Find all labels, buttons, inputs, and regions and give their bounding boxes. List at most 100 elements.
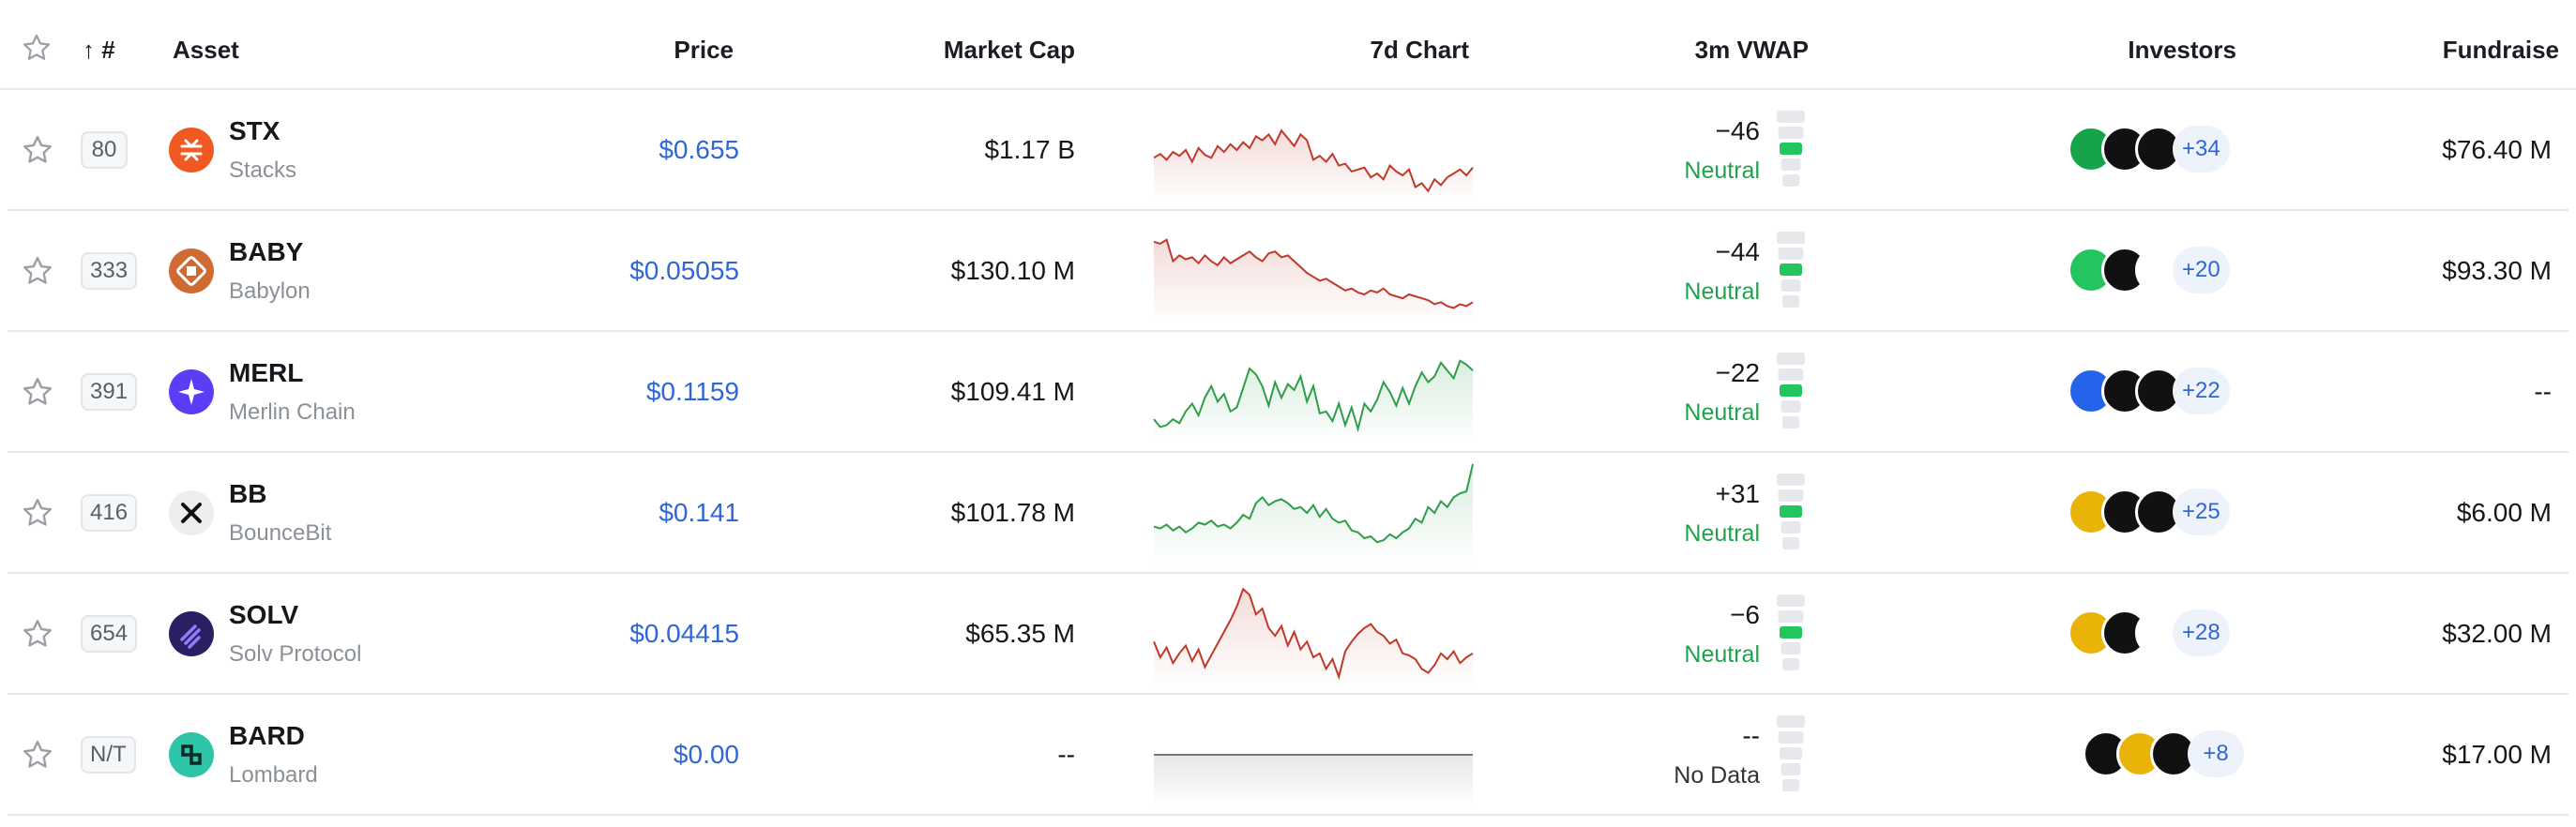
sparkline-line xyxy=(1153,463,1474,544)
table-row[interactable]: 391 MERL Merlin Chain $0.1159 $109.41 M −22 Ne… xyxy=(8,332,2568,453)
vwap-level-bar xyxy=(1780,626,1802,639)
rank-badge: 391 xyxy=(81,373,138,411)
vwap-level-bar xyxy=(1782,658,1799,670)
vwap-header[interactable]: 3m VWAP xyxy=(1694,36,1809,64)
fundraise-value: $17.00 M xyxy=(2442,740,2552,769)
price-link[interactable]: $0.05055 xyxy=(629,256,739,285)
asset-symbol[interactable]: BARD xyxy=(229,721,305,750)
asset-name: Solv Protocol xyxy=(229,641,362,667)
vwap-level-bar xyxy=(1782,537,1799,549)
price-link[interactable]: $0.1159 xyxy=(645,377,739,406)
vwap-level-bar xyxy=(1780,158,1801,171)
vwap-status: Neutral xyxy=(1684,399,1760,426)
vwap-value: +31 xyxy=(1715,479,1761,508)
more-investors-badge[interactable]: +22 xyxy=(2173,368,2230,414)
asset-symbol[interactable]: MERL xyxy=(229,358,304,387)
vwap-value: −44 xyxy=(1715,237,1761,266)
investors-header: Investors xyxy=(2128,36,2236,64)
sparkline-area xyxy=(1154,755,1473,807)
market-cap-value: -- xyxy=(1057,740,1075,769)
vwap-level-bar xyxy=(1777,715,1805,728)
asset-symbol[interactable]: BB xyxy=(229,479,267,508)
rank-badge: 654 xyxy=(81,615,138,653)
vwap-status: Neutral xyxy=(1684,278,1760,305)
asset-symbol[interactable]: BABY xyxy=(229,237,304,266)
price-link[interactable]: $0.141 xyxy=(659,498,739,527)
sparkline-chart xyxy=(1153,128,1474,203)
vwap-level-bar xyxy=(1780,642,1801,654)
favorite-star-icon[interactable] xyxy=(21,133,54,167)
vwap-value: −22 xyxy=(1715,358,1761,387)
vwap-level-bar xyxy=(1778,368,1804,381)
vwap-level-bar xyxy=(1777,353,1805,365)
sparkline-line xyxy=(1153,587,1474,681)
vwap-level-bar xyxy=(1782,779,1799,791)
vwap-level-bar xyxy=(1778,489,1804,502)
vwap-status: Neutral xyxy=(1684,520,1760,547)
sparkline-chart xyxy=(1153,359,1474,444)
asset-name: Babylon xyxy=(229,278,311,304)
vwap-level-bar xyxy=(1778,610,1804,623)
vwap-level-bar xyxy=(1780,747,1802,759)
vwap-value: −46 xyxy=(1715,116,1761,145)
stacks-logo-icon xyxy=(169,128,214,173)
price-header[interactable]: Price xyxy=(674,36,734,64)
vwap-status: Neutral xyxy=(1684,158,1760,184)
price-link[interactable]: $0.04415 xyxy=(629,619,739,648)
vwap-status: Neutral xyxy=(1684,641,1760,668)
sort-rank-header[interactable]: ↑ # xyxy=(83,36,115,64)
table-row[interactable]: N/T BARD Lombard $0.00 -- -- No Data +8 $17.00 M xyxy=(8,695,2568,816)
table-row[interactable]: 654 SOLV Solv Protocol $0.04415 $65.35 M −6 Ne… xyxy=(8,574,2568,695)
fundraise-value: $93.30 M xyxy=(2442,256,2552,285)
asset-header[interactable]: Asset xyxy=(173,36,239,64)
sparkline-chart xyxy=(1153,238,1474,323)
investor-checker-logo-icon[interactable] xyxy=(2135,489,2182,535)
table-row[interactable]: 333 BABY Babylon $0.05055 $130.10 M −44 Neutra… xyxy=(8,211,2568,332)
vwap-level-bar xyxy=(1777,111,1805,123)
sparkline-line xyxy=(1153,359,1474,433)
price-link[interactable]: $0.655 xyxy=(659,135,739,164)
table-row[interactable]: 80 STX Stacks $0.655 $1.17 B −46 Neutral +34 $76… xyxy=(8,90,2568,211)
more-investors-badge[interactable]: +34 xyxy=(2173,126,2230,173)
vwap-level-bar xyxy=(1778,731,1804,744)
vwap-level-bars xyxy=(1777,232,1805,308)
vwap-level-bars xyxy=(1777,715,1805,791)
market-cap-header[interactable]: Market Cap xyxy=(943,36,1075,64)
fundraise-value: $6.00 M xyxy=(2456,498,2552,527)
favorite-star-icon[interactable] xyxy=(21,496,54,530)
rank-badge: 416 xyxy=(81,494,138,532)
bouncebit-logo-icon xyxy=(169,490,214,535)
favorite-star-icon[interactable] xyxy=(21,375,54,409)
favorite-star-icon[interactable] xyxy=(21,254,54,288)
vwap-level-bar xyxy=(1777,232,1805,244)
table-row[interactable]: 416 BB BounceBit $0.141 $101.78 M +31 Neutral +… xyxy=(8,453,2568,574)
header-star-icon[interactable] xyxy=(21,0,53,90)
asset-symbol[interactable]: STX xyxy=(229,116,280,145)
favorite-star-icon[interactable] xyxy=(21,738,54,772)
vwap-level-bar xyxy=(1782,174,1799,187)
more-investors-badge[interactable]: +28 xyxy=(2173,609,2230,656)
vwap-level-bar xyxy=(1780,279,1801,292)
vwap-value: -- xyxy=(1742,721,1760,750)
merlin-logo-icon xyxy=(169,369,214,414)
favorite-star-icon[interactable] xyxy=(21,617,54,651)
vwap-level-bars xyxy=(1777,474,1805,549)
vwap-level-bar xyxy=(1780,263,1802,276)
rank-badge: 333 xyxy=(81,252,138,290)
vwap-level-bar xyxy=(1778,127,1804,139)
more-investors-badge[interactable]: +8 xyxy=(2188,730,2244,777)
more-investors-badge[interactable]: +20 xyxy=(2173,247,2230,293)
asset-name: Lombard xyxy=(229,762,318,788)
vwap-level-bars xyxy=(1777,353,1805,429)
asset-name: Stacks xyxy=(229,158,297,183)
rank-badge: 80 xyxy=(81,131,128,169)
more-investors-badge[interactable]: +25 xyxy=(2173,489,2230,535)
sparkline-area xyxy=(1154,360,1473,444)
asset-name: Merlin Chain xyxy=(229,399,356,425)
price-link[interactable]: $0.00 xyxy=(673,740,739,769)
lombard-logo-icon xyxy=(169,732,214,777)
vwap-level-bar xyxy=(1780,505,1802,518)
fundraise-header[interactable]: Fundraise xyxy=(2442,36,2559,64)
asset-symbol[interactable]: SOLV xyxy=(229,600,299,629)
